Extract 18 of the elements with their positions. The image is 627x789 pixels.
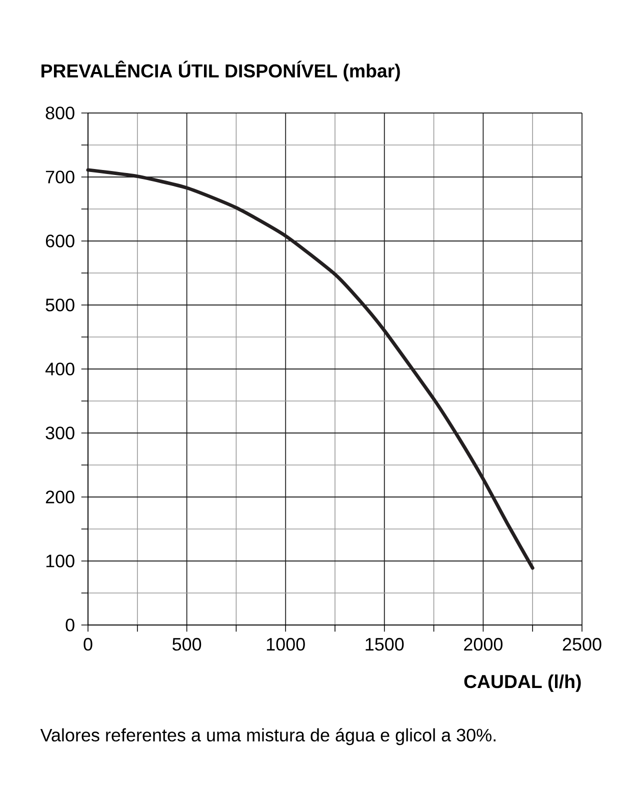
x-tick-label: 1500 xyxy=(366,638,404,651)
x-tick-label: 2500 xyxy=(562,638,602,651)
y-tick-label: 600 xyxy=(46,234,74,248)
y-tick-label: 100 xyxy=(46,554,74,568)
y-tick-label: 0 xyxy=(66,618,74,632)
y-tick-label: 300 xyxy=(46,426,74,440)
y-tick-label: 500 xyxy=(46,298,74,312)
text: Valores referentes a uma mistura de água e glicol a 30%. xyxy=(40,728,496,746)
y-tick-label: 700 xyxy=(46,170,74,184)
y-tick-label: 200 xyxy=(46,490,74,504)
x-tick-label: 1000 xyxy=(266,638,305,651)
x-tick-label: 500 xyxy=(172,638,202,651)
y-tick-label: 400 xyxy=(45,362,74,376)
x-tick-label: 0 xyxy=(84,638,92,651)
y-tick-label: 800 xyxy=(46,106,74,120)
x-tick-label: 2000 xyxy=(464,638,503,651)
x-axis-title: CAUDAL (l/h) xyxy=(464,674,581,692)
y-axis-title: PREVALÊNCIA ÚTIL DISPONÍVEL (mbar) xyxy=(42,60,400,82)
